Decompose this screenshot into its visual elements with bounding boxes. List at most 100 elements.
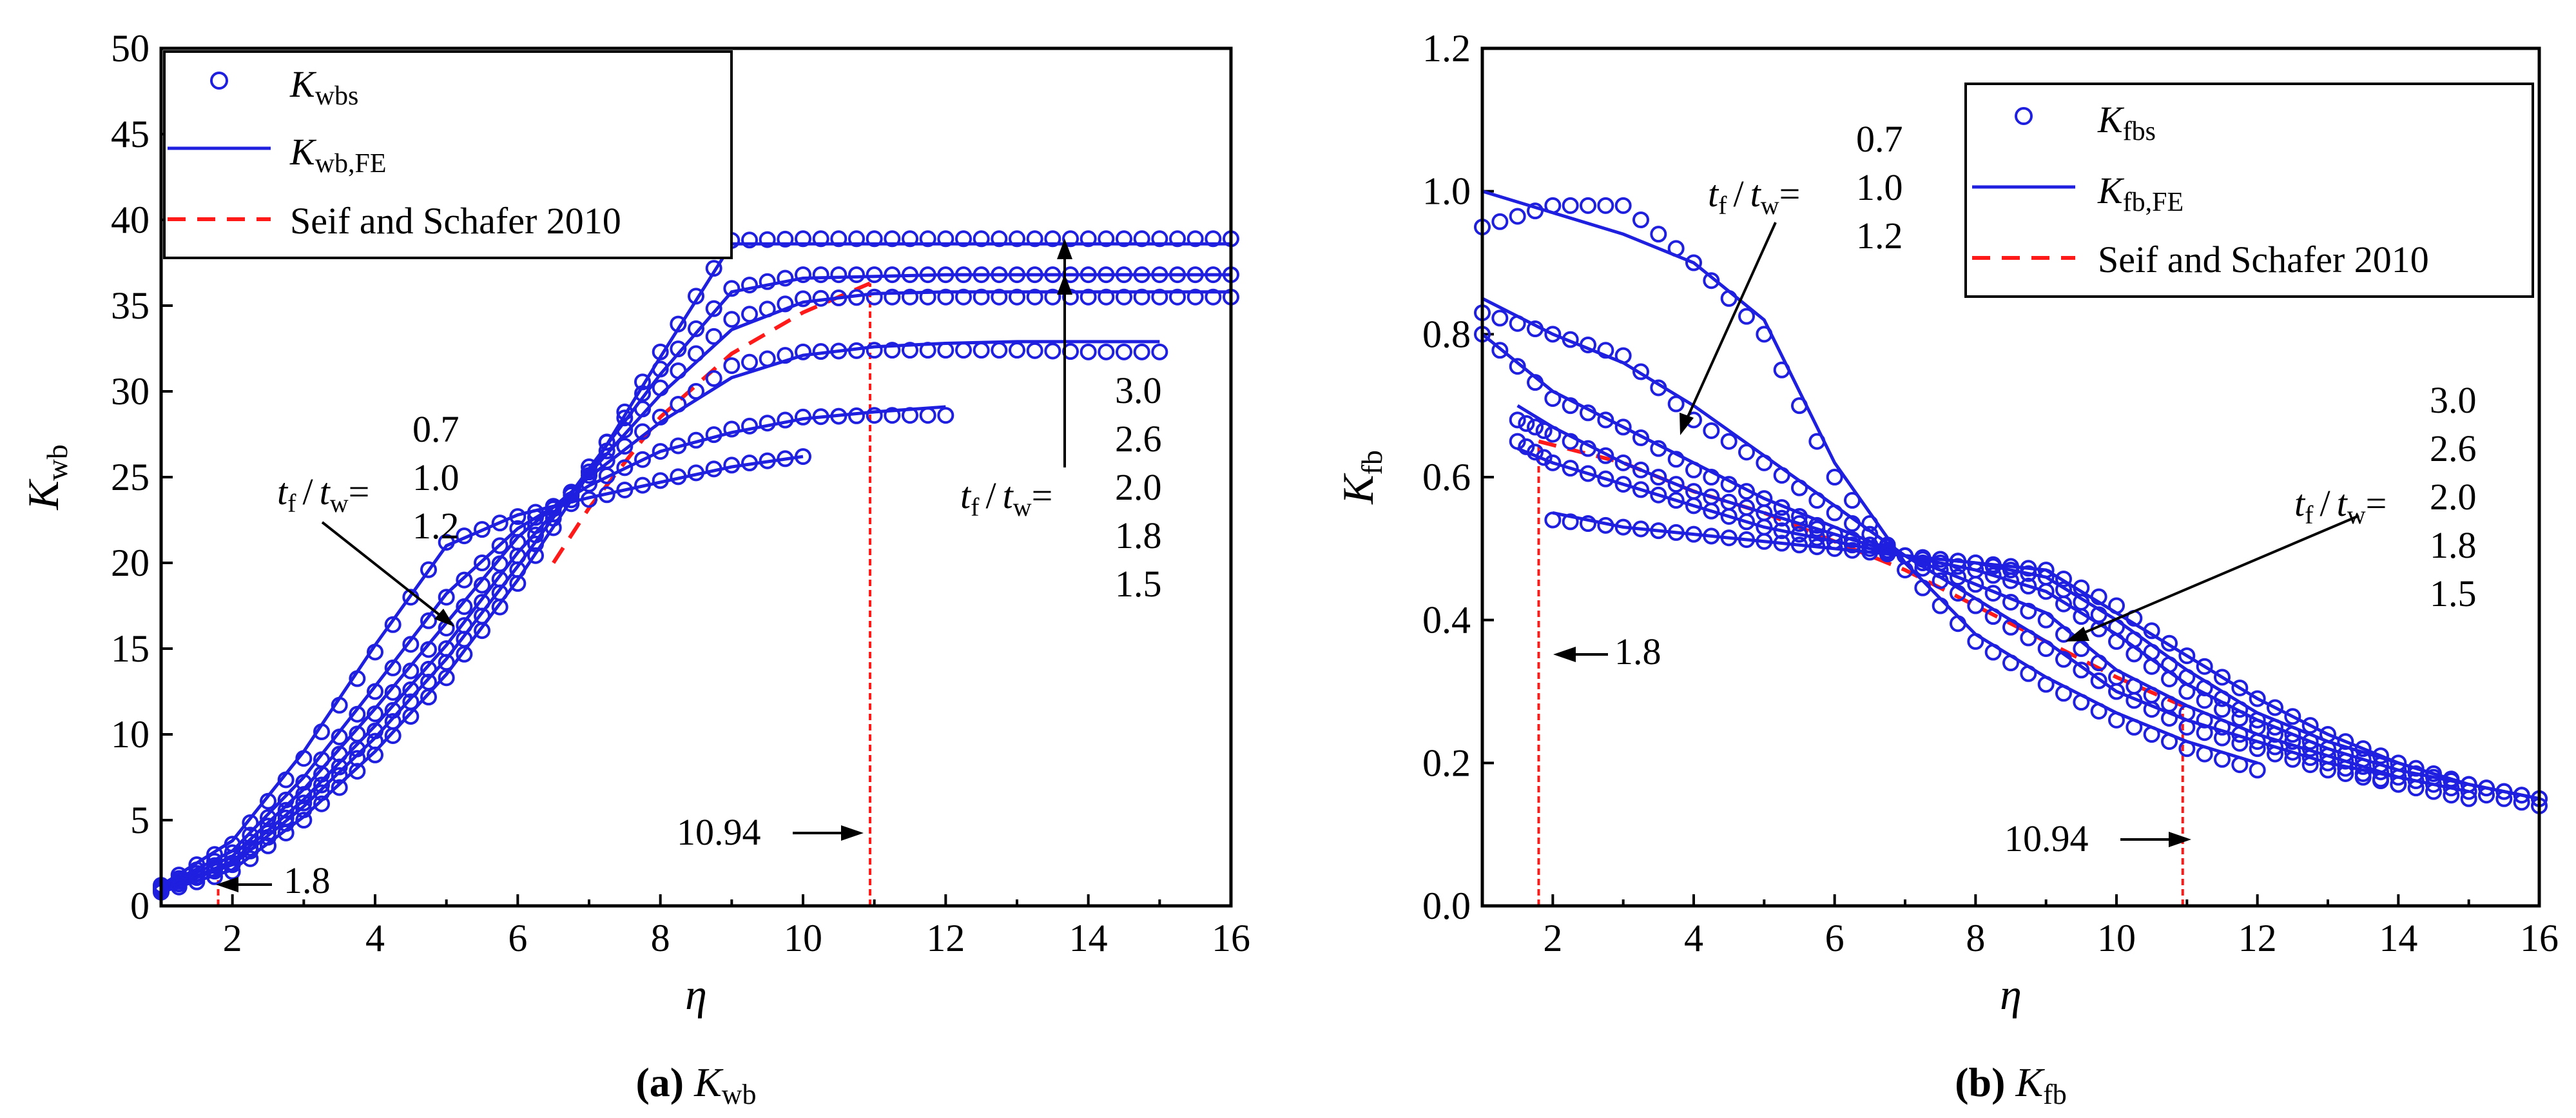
panel-b-marker-2-8-2 [2073, 640, 2090, 657]
panel-a-marker-5-5 [509, 574, 527, 592]
panel-b-marker-5-2-1 [1703, 527, 1720, 545]
panel-b-marker-2-6-3 [1950, 569, 1966, 586]
panel-b-marker-0-3-2 [1720, 289, 1738, 307]
panel-a-marker-2-10-1 [884, 342, 901, 359]
panel-b-ytick-label-4: 0.8 [1422, 313, 1471, 355]
panel-a-marker-5-14 [1151, 230, 1168, 248]
panel-b-marker-5-12 [2390, 754, 2407, 772]
panel-a-marker-0-4-1 [456, 527, 473, 545]
panel-b-marker-0-7-1 [1984, 643, 2002, 661]
panel-a-marker-4-12-1 [1026, 266, 1043, 284]
panel-a-marker-0-8-2 [759, 452, 776, 469]
panel-b-marker-0-2-2 [1650, 226, 1667, 243]
panel-b-marker-4-11-2 [2284, 726, 2301, 743]
panel-a-ytick-label-10: 50 [111, 27, 150, 70]
panel-a-marker-5-14-2 [1186, 230, 1204, 248]
panel-a-marker-4-11-3 [991, 266, 1008, 284]
panel-b-marker-3-0-2 [1527, 418, 1544, 436]
panel-b-marker-5-12-3 [2443, 770, 2460, 788]
panel-a-marker-5-13-3 [1133, 230, 1150, 248]
panel-a-ref-curve [552, 281, 871, 564]
panel-a-legend-lines-sub: wb,FE [315, 149, 387, 179]
panel-b-marker-5-3-2 [1791, 536, 1808, 554]
panel-a-marker-4-8-1 [741, 277, 758, 294]
panel-a-marker-1-3-2 [402, 636, 420, 653]
panel-a-series [153, 230, 1239, 901]
panel-a-marker-5-5-2 [545, 519, 562, 536]
panel-a-marker-5-11-2 [973, 230, 990, 248]
panel-b-marker-4-1-1 [1562, 460, 1579, 477]
panel-b-marker-5-4-2 [1861, 544, 1879, 561]
panel-b-marker-5-5-3 [1950, 553, 1966, 570]
panel-b-marker-4-10-3 [2231, 701, 2249, 718]
panel-b-low-ratio: tf / tw= [1708, 173, 1800, 220]
panel-b-marker-5-13-2 [2495, 783, 2513, 800]
panel-b-marker-1-1 [1544, 326, 1562, 343]
panel-a-marker-3-11 [937, 288, 954, 306]
panel-b-marker-3-2 [1614, 454, 1632, 471]
panel-b-ytick-label-2: 0.4 [1422, 599, 1471, 642]
panel-a-marker-2-8-1 [741, 353, 758, 371]
panel-b-marker-0-7 [1967, 633, 1984, 650]
panel-b-marker-0-7-2 [2002, 654, 2019, 672]
panel-a-marker-0-6-2 [616, 481, 634, 498]
panel-b-marker-2-1-2 [1580, 404, 1596, 422]
panel-b-marker-1-12-1 [2337, 765, 2354, 782]
panel-b-marker-4-10 [2178, 669, 2196, 686]
panel-a-high-v2: 2.6 [1115, 418, 1162, 460]
panel-b-marker-4-4-3 [1808, 529, 1826, 547]
panel-b-marker-3-1-1 [1562, 433, 1579, 450]
panel-b-arrowhead-1.8-icon [1553, 647, 1576, 662]
panel-b-marker-5-9-2 [2214, 669, 2231, 686]
panel-a-marker-5-1-2 [260, 837, 276, 854]
panel-a-high-v4: 1.8 [1115, 515, 1162, 556]
panel-b-marker-2-10-3 [2231, 726, 2249, 743]
panel-a-marker-0-3-3 [420, 561, 437, 578]
panel-b-marker-3-13-1 [2407, 772, 2425, 790]
panel-a-marker-0-1-3 [277, 771, 295, 789]
panel-b-marker-3-12-2 [2354, 758, 2372, 775]
panel-a-marker-4-14-1 [1169, 266, 1186, 284]
panel-b-marker-0-8-2 [2073, 694, 2090, 711]
panel-a-marker-3-14-1 [1169, 288, 1186, 306]
panel-a-marker-0-6-1 [598, 486, 615, 504]
panel-a-legend-reference: Seif and Schafer 2010 [290, 200, 621, 242]
panel-b-marker-4-9-3 [2161, 656, 2178, 673]
panel-a-marker-0-2 [295, 750, 313, 767]
panel-a-legend-lines: Kwb,FE [289, 131, 387, 179]
panel-a-mark-10.94: 10.94 [677, 811, 761, 853]
panel-b-marker-5-6-1 [1984, 556, 2002, 573]
panel-a-ytick-label-8: 40 [111, 199, 150, 241]
panel-a-marker-5-10-3 [919, 230, 936, 248]
panel-a-marker-1-7-1 [670, 437, 687, 455]
panel-a-marker-3-10-3 [919, 288, 936, 306]
panel-a-marker-5-10 [866, 230, 883, 248]
panel-b-marker-2-3 [1685, 461, 1702, 478]
panel-b-marker-2-7-3 [2020, 602, 2037, 620]
panel-a-marker-4-7-3 [705, 300, 722, 317]
panel-a-marker-0-2-1 [313, 723, 330, 741]
panel-b-marker-2-10-2 [2214, 718, 2231, 736]
panel-b-marker-0-6-3 [1950, 615, 1966, 633]
panel-a-marker-0-4-3 [491, 515, 508, 532]
panel-b-marker-1-10-2 [2214, 729, 2231, 747]
panel-b-marker-0-0-3 [1527, 202, 1544, 220]
panel-a-marker-5-1-3 [277, 824, 295, 841]
panel-b-marker-2-10 [2178, 704, 2196, 721]
panel-a-marker-3-14-2 [1186, 288, 1204, 306]
panel-a-marker-3-9-2 [830, 289, 847, 307]
panel-a-marker-5-6 [581, 464, 597, 481]
panel-b-marker-3-10-1 [2196, 692, 2213, 709]
panel-a-ytick-label-9: 45 [111, 113, 150, 155]
panel-b-marker-2-4-1 [1773, 499, 1790, 516]
panel-b-marker-3-2-3 [1667, 476, 1685, 493]
panel-b-low-v3: 1.2 [1856, 215, 1903, 257]
panel-b-low-arrowhead-icon [1680, 413, 1694, 435]
panel-b-marker-4-2 [1614, 476, 1632, 493]
panel-a-marker-3-12-2 [1044, 288, 1061, 306]
panel-b-marker-4-10-2 [2214, 690, 2231, 707]
panel-a-marker-3-12 [1009, 288, 1025, 306]
panel-a-marker-5-6-3 [634, 373, 651, 391]
panel-b-marker-5-13-3 [2513, 787, 2530, 804]
panel-a-marker-2-13 [1080, 343, 1097, 360]
